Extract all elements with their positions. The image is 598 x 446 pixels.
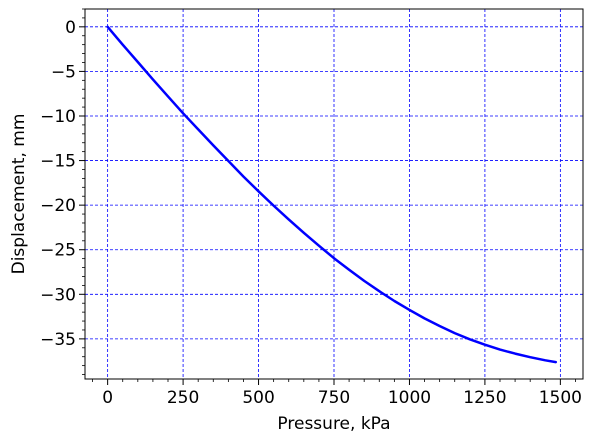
y-tick-label: −35 [40, 330, 76, 350]
plot-frame [84, 8, 584, 380]
y-tick-label: −25 [40, 241, 76, 261]
series-line [106, 25, 558, 364]
tick-labels: 0 250 500 750 1000 1250 1500 0 −5 −10 −15 −20 −25 −30… [40, 18, 582, 408]
y-tick-label: 0 [65, 18, 76, 38]
x-tick-label: 1250 [463, 388, 506, 408]
x-tick-label: 750 [318, 388, 350, 408]
y-tick-label: −30 [40, 285, 76, 305]
grid-layer [85, 9, 583, 379]
x-tick-label: 0 [102, 388, 113, 408]
minor-ticks [82, 8, 576, 382]
series-layer [106, 25, 558, 364]
y-tick-label: −20 [40, 196, 76, 216]
y-tick-label: −5 [51, 62, 76, 82]
major-ticks [79, 26, 561, 385]
x-tick-label: 500 [242, 388, 274, 408]
x-tick-label: 250 [167, 388, 199, 408]
y-tick-label: −15 [40, 152, 76, 172]
x-tick-label: 1000 [388, 388, 431, 408]
x-tick-label: 1500 [539, 388, 582, 408]
x-axis-label: Pressure, kPa [277, 414, 390, 434]
y-tick-label: −10 [40, 107, 76, 127]
y-axis-label: Displacement, mm [9, 114, 29, 275]
